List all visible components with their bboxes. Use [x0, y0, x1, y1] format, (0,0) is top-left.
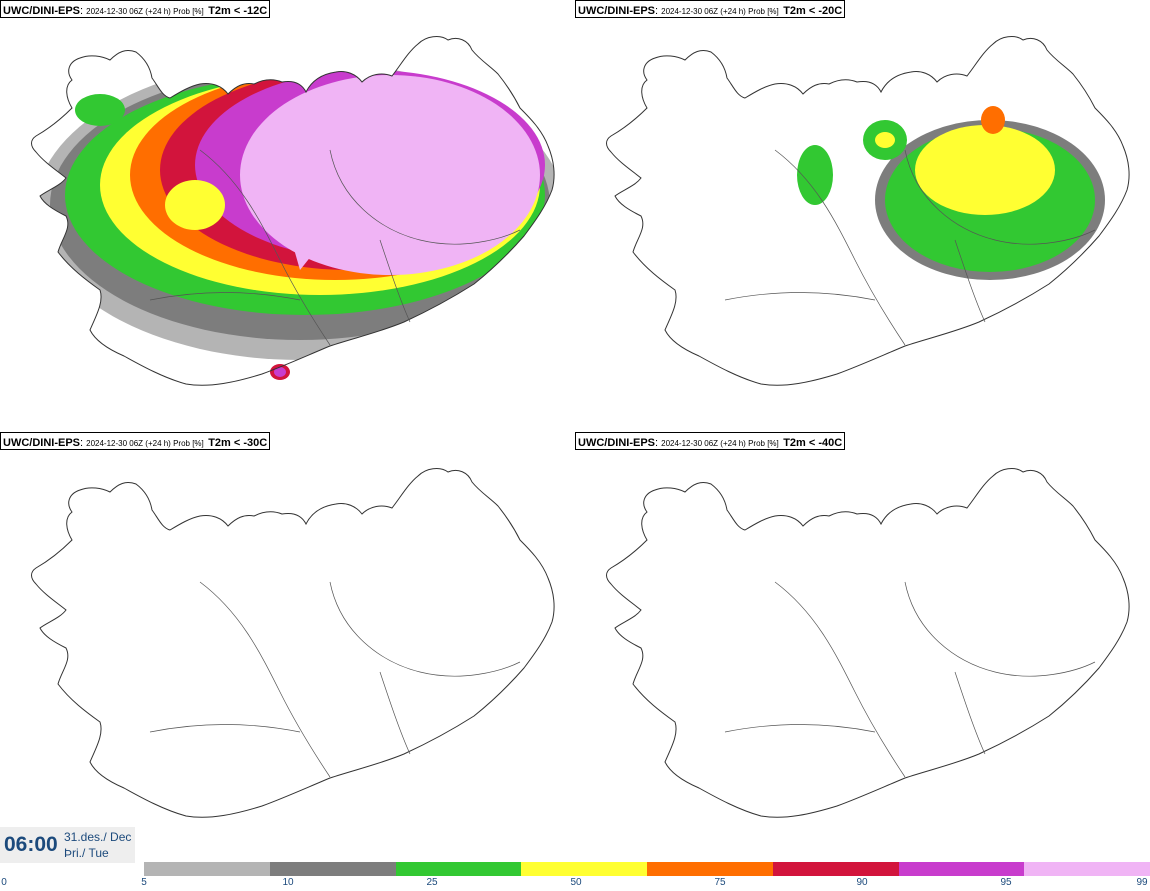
prob-area-99 — [280, 86, 400, 270]
parameter-label: T2m < -40C — [783, 437, 843, 449]
run-info: 2024-12-30 06Z (+24 h) Prob [%] — [661, 7, 779, 16]
colorbar-segment — [647, 862, 773, 876]
run-info: 2024-12-30 06Z (+24 h) Prob [%] — [86, 439, 204, 448]
prob-area-50 — [875, 132, 895, 148]
colorbar-segment — [898, 862, 1025, 876]
valid-date: 31.des./ Dec — [64, 830, 132, 844]
model-name: UWC/DINI-EPS — [3, 437, 80, 449]
colorbar-tick-label: 75 — [714, 877, 726, 888]
colorbar-tick-label: 90 — [856, 877, 868, 888]
prob-area-95 — [274, 367, 286, 377]
valid-time-box: 06:00 31.des./ Dec Þri./ Tue — [0, 827, 135, 863]
panel-header: UWC/DINI-EPS: 2024-12-30 06Z (+24 h) Pro… — [575, 0, 846, 18]
colorbar-segment — [395, 862, 522, 876]
map-panel-30c: UWC/DINI-EPS: 2024-12-30 06Z (+24 h) Pro… — [0, 432, 575, 864]
panel-header: UWC/DINI-EPS: 2024-12-30 06Z (+24 h) Pro… — [575, 432, 846, 450]
map-svg — [606, 468, 1130, 818]
coastline — [31, 468, 555, 818]
colorbar-tick-label: 0 — [1, 877, 7, 888]
map-svg — [606, 36, 1130, 386]
panel-header: UWC/DINI-EPS: 2024-12-30 06Z (+24 h) Pro… — [0, 432, 271, 450]
prob-area-50 — [165, 180, 225, 230]
parameter-label: T2m < -12C — [208, 5, 268, 17]
model-name: UWC/DINI-EPS — [578, 5, 655, 17]
colorbar-tick-label: 5 — [141, 877, 147, 888]
parameter-label: T2m < -30C — [208, 437, 268, 449]
colorbar-tick-label: 95 — [1000, 877, 1012, 888]
map-svg — [31, 468, 555, 818]
coastline — [606, 468, 1130, 818]
prob-area-50 — [915, 125, 1055, 215]
map-svg — [31, 36, 555, 386]
colorbar-segment — [772, 862, 899, 876]
internal-boundaries — [149, 581, 521, 778]
colorbar-segment — [144, 862, 270, 876]
colorbar-tick-label: 50 — [570, 877, 582, 888]
map-panel-40c: UWC/DINI-EPS: 2024-12-30 06Z (+24 h) Pro… — [575, 432, 1150, 864]
map-panel-12c: UWC/DINI-EPS: 2024-12-30 06Z (+24 h) Pro… — [0, 0, 575, 432]
valid-time-clock: 06:00 — [4, 833, 58, 856]
colorbar-tick-label: 10 — [282, 877, 294, 888]
map-panel-20c: UWC/DINI-EPS: 2024-12-30 06Z (+24 h) Pro… — [575, 0, 1150, 432]
prob-area-25 — [797, 145, 833, 205]
parameter-label: T2m < -20C — [783, 5, 843, 17]
colorbar-tick-label: 99 — [1136, 877, 1148, 888]
prob-area-25 — [75, 94, 125, 126]
panel-header: UWC/DINI-EPS: 2024-12-30 06Z (+24 h) Pro… — [0, 0, 271, 18]
internal-boundaries — [724, 149, 1096, 346]
internal-boundaries — [724, 581, 1096, 778]
colorbar-tick-label: 25 — [426, 877, 438, 888]
colorbar-segment — [1024, 862, 1150, 876]
probability-colorbar — [144, 862, 1150, 876]
internal-boundaries — [149, 149, 521, 346]
model-name: UWC/DINI-EPS — [578, 437, 655, 449]
colorbar-segment — [521, 862, 647, 876]
prob-area-75 — [981, 106, 1005, 134]
run-info: 2024-12-30 06Z (+24 h) Prob [%] — [86, 7, 204, 16]
valid-weekday: Þri./ Tue — [64, 846, 109, 860]
colorbar-segment — [269, 862, 396, 876]
run-info: 2024-12-30 06Z (+24 h) Prob [%] — [661, 439, 779, 448]
model-name: UWC/DINI-EPS — [3, 5, 80, 17]
